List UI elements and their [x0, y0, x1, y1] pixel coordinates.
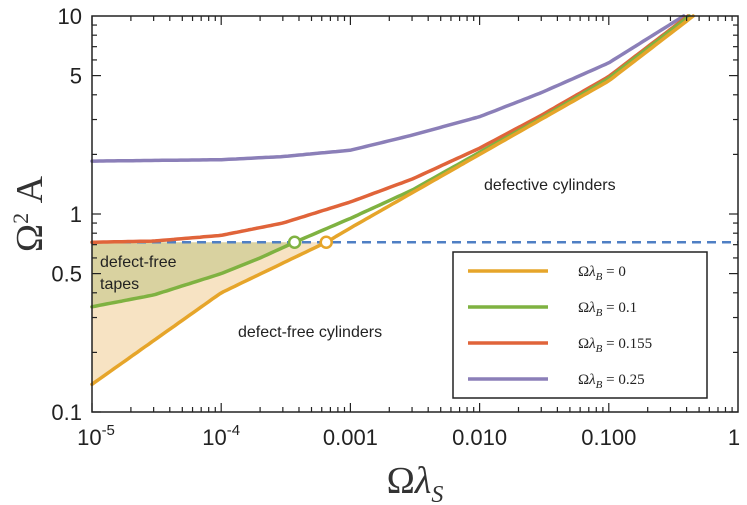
x-tick-label: 10-5	[77, 422, 115, 450]
y-tick-label: 0.5	[51, 262, 82, 287]
x-tick-label: 1	[728, 425, 740, 450]
x-tick-label: 0.010	[452, 425, 507, 450]
region-fill-defect-free-tapes	[92, 242, 295, 307]
legend: ΩλB = 0 ΩλB = 0.1 ΩλB = 0.155 ΩλB = 0.25	[452, 251, 708, 399]
x-tick-label: 0.100	[581, 425, 636, 450]
axis-ticks: 10-5 10-4 0.001 0.010 0.100 1 0.1 0.5 1 5 10	[51, 4, 740, 450]
transition-markers	[287, 235, 333, 249]
region-labels: defect-free tapes defect-free cylinders def…	[100, 177, 616, 341]
series-lines	[90, 14, 738, 387]
y-axis-title: Ω2 A	[8, 175, 51, 252]
x-tick-label: 0.001	[323, 425, 378, 450]
region-label: defect-free cylinders	[238, 324, 382, 341]
x-axis-title: ΩλS	[387, 460, 444, 505]
series-line-0	[90, 14, 695, 387]
x-tick-label: 10-4	[202, 422, 240, 450]
transition-marker-1	[287, 235, 302, 249]
region-fill-defect-free-cylinders	[92, 242, 327, 385]
y-tick-label: 5	[70, 64, 82, 89]
axis-titles: ΩλS Ω2 A	[8, 175, 443, 505]
series-line-0.1	[90, 14, 692, 309]
transition-marker-2	[319, 235, 333, 249]
legend-label: ΩλB = 0	[578, 264, 626, 283]
series-line-0.155	[90, 14, 690, 244]
legend-box	[452, 251, 708, 399]
legend-label: ΩλB = 0.25	[578, 372, 645, 391]
series-line-0.25	[90, 14, 686, 163]
y-tick-label: 0.1	[51, 400, 82, 425]
region-fills	[92, 242, 327, 385]
y-tick-label: 1	[70, 202, 82, 227]
region-label: defective cylinders	[484, 177, 616, 194]
region-label: defect-free tapes	[100, 254, 177, 293]
legend-label: ΩλB = 0.1	[578, 300, 637, 319]
y-tick-label: 10	[58, 4, 82, 29]
legend-label: ΩλB = 0.155	[578, 336, 652, 355]
